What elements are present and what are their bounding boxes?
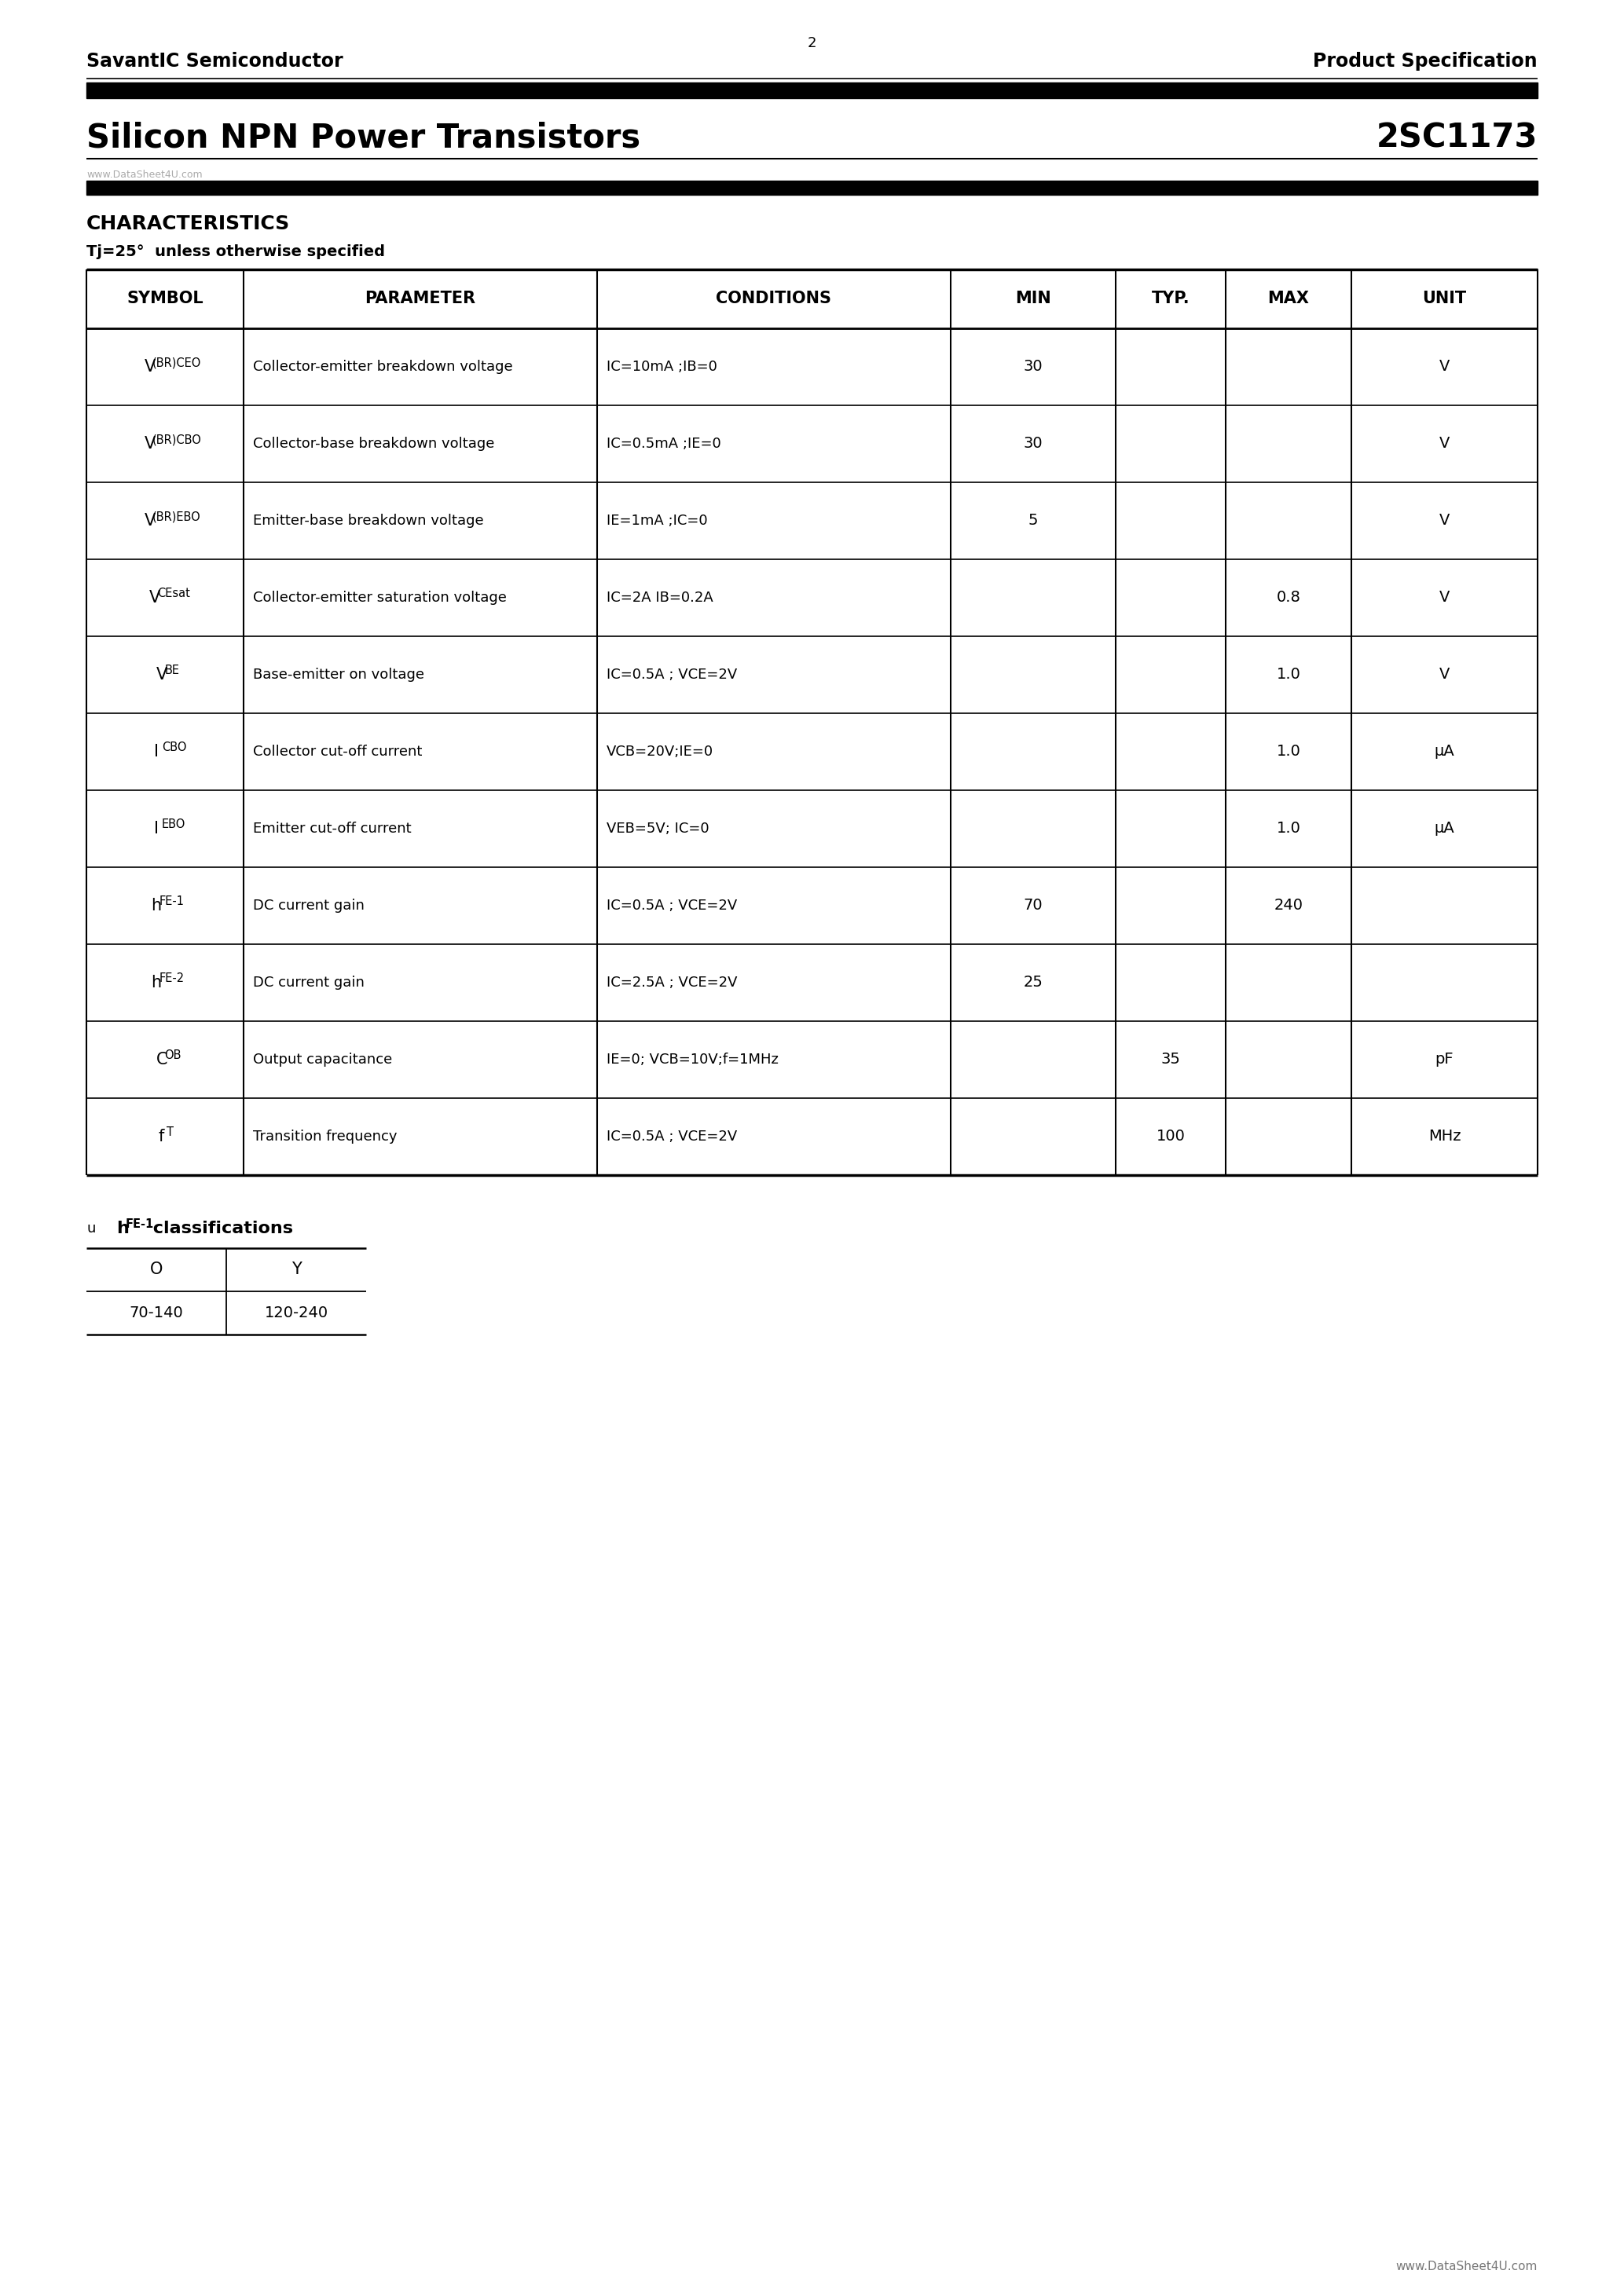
Text: DC current gain: DC current gain	[253, 976, 364, 990]
Text: DC current gain: DC current gain	[253, 898, 364, 914]
Text: IE=1mA ;IC=0: IE=1mA ;IC=0	[606, 514, 708, 528]
Text: (BR)CBO: (BR)CBO	[153, 434, 201, 445]
Text: SYMBOL: SYMBOL	[127, 292, 203, 308]
Text: Collector-emitter breakdown voltage: Collector-emitter breakdown voltage	[253, 360, 513, 374]
Text: f: f	[159, 1130, 164, 1143]
Text: I: I	[154, 744, 159, 760]
Bar	[86, 181, 1538, 195]
Text: 0.8: 0.8	[1276, 590, 1301, 606]
Text: IC=0.5A ; VCE=2V: IC=0.5A ; VCE=2V	[606, 898, 737, 914]
Text: Collector-base breakdown voltage: Collector-base breakdown voltage	[253, 436, 494, 450]
Text: IE=0; VCB=10V;f=1MHz: IE=0; VCB=10V;f=1MHz	[606, 1052, 778, 1068]
Text: IC=10mA ;IB=0: IC=10mA ;IB=0	[606, 360, 718, 374]
Text: V: V	[1439, 436, 1450, 452]
Text: pF: pF	[1436, 1052, 1453, 1068]
Text: I: I	[154, 822, 159, 836]
Text: V: V	[1439, 590, 1450, 606]
Text: IC=0.5mA ;IE=0: IC=0.5mA ;IE=0	[606, 436, 721, 450]
Text: V: V	[1439, 668, 1450, 682]
Text: 70-140: 70-140	[130, 1306, 184, 1320]
Text: MIN: MIN	[1015, 292, 1051, 308]
Text: 1.0: 1.0	[1276, 744, 1301, 760]
Text: 2: 2	[807, 37, 817, 51]
Text: BE: BE	[164, 666, 179, 677]
Text: μA: μA	[1434, 822, 1455, 836]
Text: h: h	[151, 976, 162, 990]
Text: TYP.: TYP.	[1151, 292, 1190, 308]
Text: h: h	[117, 1221, 128, 1235]
Text: V: V	[145, 358, 156, 374]
Text: Y: Y	[291, 1263, 302, 1277]
Text: Emitter cut-off current: Emitter cut-off current	[253, 822, 411, 836]
Text: V: V	[1439, 360, 1450, 374]
Text: (BR)CEO: (BR)CEO	[153, 356, 201, 370]
Text: 120-240: 120-240	[265, 1306, 328, 1320]
Text: EBO: EBO	[162, 820, 185, 831]
Text: IC=2.5A ; VCE=2V: IC=2.5A ; VCE=2V	[606, 976, 737, 990]
Text: OB: OB	[164, 1049, 182, 1061]
Text: 5: 5	[1028, 514, 1038, 528]
Text: www.DataSheet4U.com: www.DataSheet4U.com	[86, 170, 203, 179]
Text: FE-1: FE-1	[125, 1219, 154, 1231]
Text: PARAMETER: PARAMETER	[365, 292, 476, 308]
Text: IC=2A IB=0.2A: IC=2A IB=0.2A	[606, 590, 713, 604]
Text: 35: 35	[1161, 1052, 1181, 1068]
Text: 30: 30	[1023, 360, 1043, 374]
Text: T: T	[167, 1127, 174, 1139]
Text: IC=0.5A ; VCE=2V: IC=0.5A ; VCE=2V	[606, 1130, 737, 1143]
Text: IC=0.5A ; VCE=2V: IC=0.5A ; VCE=2V	[606, 668, 737, 682]
Text: FE-1: FE-1	[159, 895, 185, 907]
Text: Product Specification: Product Specification	[1314, 53, 1538, 71]
Text: 25: 25	[1023, 976, 1043, 990]
Text: CBO: CBO	[162, 742, 187, 753]
Text: 30: 30	[1023, 436, 1043, 452]
Text: V: V	[1439, 514, 1450, 528]
Text: (BR)EBO: (BR)EBO	[153, 510, 201, 523]
Bar	[86, 83, 1538, 99]
Text: VCB=20V;IE=0: VCB=20V;IE=0	[606, 744, 713, 758]
Text: Transition frequency: Transition frequency	[253, 1130, 398, 1143]
Text: V: V	[145, 436, 156, 452]
Text: Output capacitance: Output capacitance	[253, 1052, 393, 1068]
Text: h: h	[151, 898, 162, 914]
Text: O: O	[149, 1263, 162, 1277]
Text: UNIT: UNIT	[1423, 292, 1466, 308]
Text: Collector cut-off current: Collector cut-off current	[253, 744, 422, 758]
Text: 240: 240	[1273, 898, 1302, 914]
Text: Collector-emitter saturation voltage: Collector-emitter saturation voltage	[253, 590, 507, 604]
Text: V: V	[156, 666, 167, 682]
Text: u: u	[86, 1221, 96, 1235]
Text: 2SC1173: 2SC1173	[1376, 122, 1538, 154]
Text: C: C	[156, 1052, 167, 1068]
Text: Tj=25°  unless otherwise specified: Tj=25° unless otherwise specified	[86, 243, 385, 259]
Text: MHz: MHz	[1427, 1130, 1462, 1143]
Text: www.DataSheet4U.com: www.DataSheet4U.com	[1397, 2259, 1538, 2273]
Text: μA: μA	[1434, 744, 1455, 760]
Text: 1.0: 1.0	[1276, 822, 1301, 836]
Text: V: V	[149, 590, 161, 606]
Text: Emitter-base breakdown voltage: Emitter-base breakdown voltage	[253, 514, 484, 528]
Text: Base-emitter on voltage: Base-emitter on voltage	[253, 668, 424, 682]
Text: SavantIC Semiconductor: SavantIC Semiconductor	[86, 53, 343, 71]
Text: CEsat: CEsat	[158, 588, 190, 599]
Text: classifications: classifications	[148, 1221, 294, 1235]
Text: CHARACTERISTICS: CHARACTERISTICS	[86, 214, 291, 234]
Text: 1.0: 1.0	[1276, 668, 1301, 682]
Text: V: V	[145, 512, 156, 528]
Text: CONDITIONS: CONDITIONS	[716, 292, 831, 308]
Text: 70: 70	[1023, 898, 1043, 914]
Text: MAX: MAX	[1268, 292, 1309, 308]
Text: Silicon NPN Power Transistors: Silicon NPN Power Transistors	[86, 122, 640, 154]
Text: FE-2: FE-2	[159, 974, 185, 985]
Text: VEB=5V; IC=0: VEB=5V; IC=0	[606, 822, 710, 836]
Text: 100: 100	[1156, 1130, 1186, 1143]
